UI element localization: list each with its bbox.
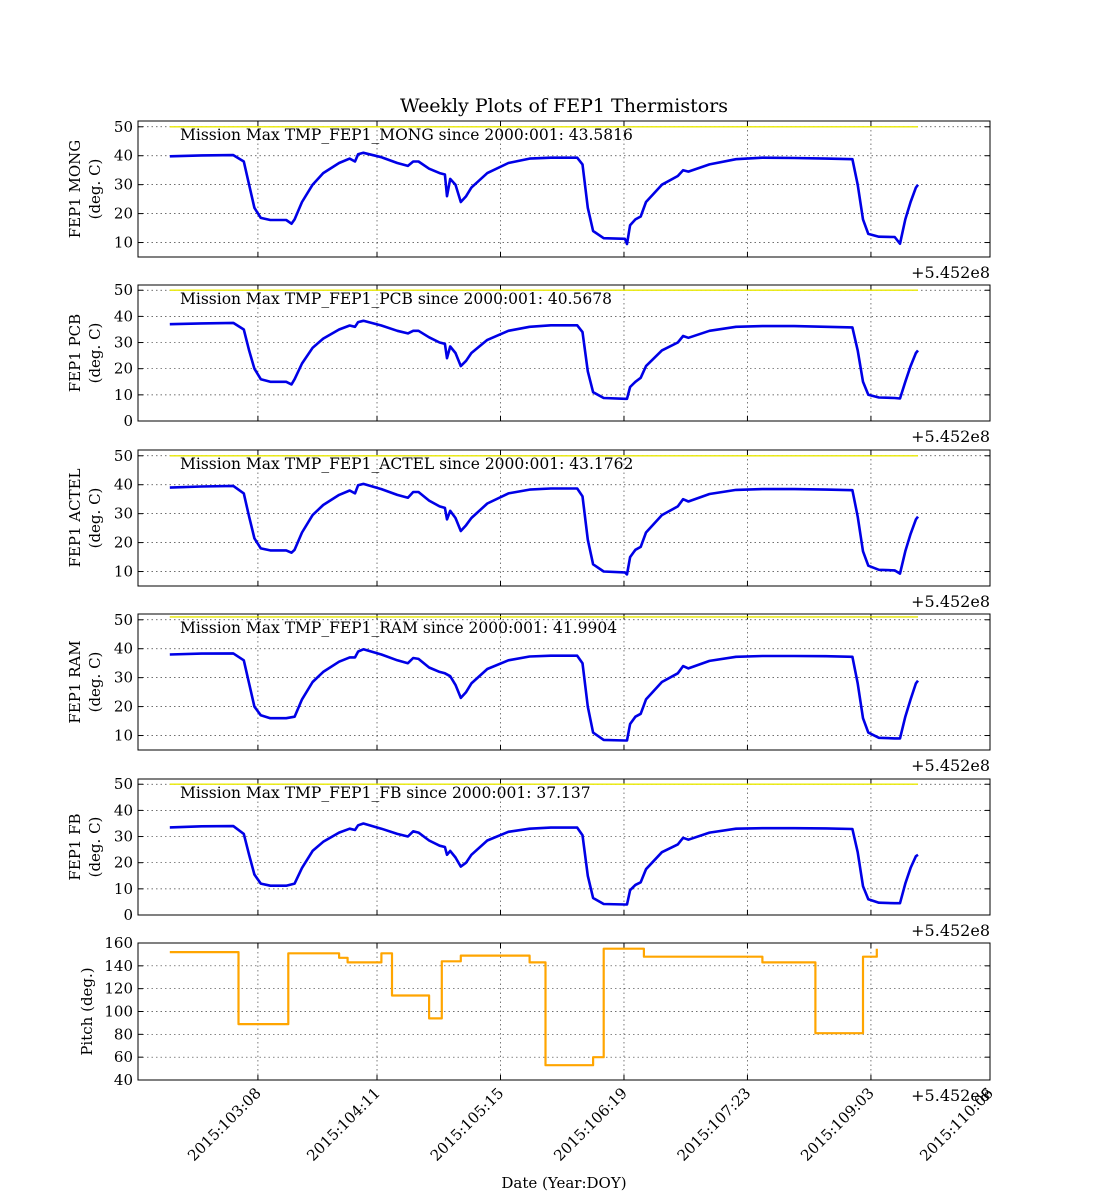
plot-frame (137, 942, 991, 1081)
y-tick-label: 10 (114, 386, 133, 404)
mission-max-annotation: Mission Max TMP_FEP1_PCB since 2000:001:… (180, 290, 612, 308)
series-line (169, 947, 878, 1067)
y-tick-label: 80 (114, 1025, 133, 1043)
series-line (169, 151, 920, 246)
y-tick-label: 20 (114, 205, 133, 223)
y-tick-label: 10 (114, 234, 133, 252)
y-axis-label: FEP1 PCB (66, 314, 84, 392)
y-tick-label: 10 (114, 727, 133, 745)
y-tick-label: 50 (114, 775, 133, 793)
y-tick-label: 60 (114, 1048, 133, 1066)
mission-max-annotation: Mission Max TMP_FEP1_RAM since 2000:001:… (180, 619, 617, 637)
y-axis-label: FEP1 FB (66, 813, 84, 880)
chart-title: Weekly Plots of FEP1 Thermistors (400, 95, 728, 117)
y-tick-label: 100 (104, 1003, 133, 1021)
y-axis-label: (deg. C) (86, 652, 104, 713)
y-tick-label: 50 (114, 281, 133, 299)
x-axis-label: Date (Year:DOY) (501, 1174, 626, 1192)
y-tick-label: 160 (104, 934, 133, 952)
y-axis-label: (deg. C) (86, 159, 104, 220)
y-tick-label: 30 (114, 828, 133, 846)
x-offset-label: +5.452e8 (911, 921, 990, 940)
panel-4: 10 20 30 40 50 Mission Max TMP_FEP1_RAM since… (66, 611, 991, 775)
plot-frame (137, 613, 991, 751)
y-tick-label: 20 (114, 534, 133, 552)
y-axis-label: FEP1 MONG (66, 140, 84, 239)
panel-1: 10 20 30 40 50 Mission Max TMP_FEP1_MONG sinc… (66, 118, 991, 282)
mission-max-annotation: Mission Max TMP_FEP1_MONG since 2000:001… (180, 126, 633, 144)
mission-max-annotation: Mission Max TMP_FEP1_FB since 2000:001: … (180, 784, 591, 802)
plot-frame (137, 449, 991, 587)
y-axis-label: (deg. C) (86, 323, 104, 384)
panel-5: 0 10 20 30 40 50 Mission Max TMP_FEP1_FB since… (66, 775, 991, 940)
y-axis-label: Pitch (deg.) (78, 967, 96, 1055)
plot-frame (137, 778, 991, 916)
x-offset-label: +5.452e8 (911, 427, 990, 446)
x-offset-label: +5.452e8 (911, 263, 990, 282)
y-tick-label: 10 (114, 880, 133, 898)
y-tick-label: 0 (123, 412, 133, 430)
y-axis-label: FEP1 ACTEL (66, 468, 84, 567)
y-tick-label: 50 (114, 118, 133, 136)
panel-2: 0 10 20 30 40 50 Mission Max TMP_FEP1_PCB sinc… (66, 281, 991, 446)
y-tick-label: 40 (114, 640, 133, 658)
y-axis-label: (deg. C) (86, 488, 104, 549)
series-line (169, 647, 920, 742)
y-axis-label: FEP1 RAM (66, 640, 84, 723)
y-tick-label: 30 (114, 176, 133, 194)
x-offset-label: +5.452e8 (911, 592, 990, 611)
y-tick-label: 0 (123, 906, 133, 924)
y-tick-label: 120 (104, 980, 133, 998)
mission-max-annotation: Mission Max TMP_FEP1_ACTEL since 2000:00… (180, 455, 633, 473)
y-tick-label: 10 (114, 563, 133, 581)
y-tick-label: 50 (114, 447, 133, 465)
panel-6: 40 60 80 100 120 140 160 Pitch (deg.) +5.452e8 (78, 934, 991, 1105)
plot-frame (137, 284, 991, 422)
y-tick-label: 30 (114, 505, 133, 523)
y-tick-label: 20 (114, 360, 133, 378)
series-line (169, 319, 920, 401)
y-tick-label: 30 (114, 669, 133, 687)
panels: 10 20 30 40 50 Mission Max TMP_FEP1_MONG sinc… (66, 118, 991, 1105)
y-tick-label: 40 (114, 801, 133, 819)
plot-frame (137, 120, 991, 258)
y-tick-label: 50 (114, 611, 133, 629)
y-tick-label: 140 (104, 957, 133, 975)
x-offset-label: +5.452e8 (911, 756, 990, 775)
x-offset-label: +5.452e8 (911, 1086, 990, 1105)
y-tick-label: 20 (114, 854, 133, 872)
y-axis-label: (deg. C) (86, 817, 104, 878)
series-line (169, 482, 920, 576)
y-tick-label: 20 (114, 698, 133, 716)
y-tick-label: 40 (114, 307, 133, 325)
panel-3: 10 20 30 40 50 Mission Max TMP_FEP1_ACTEL sin… (66, 447, 991, 611)
series-line (169, 822, 919, 906)
y-tick-label: 40 (114, 1071, 133, 1089)
y-tick-label: 40 (114, 476, 133, 494)
y-tick-label: 40 (114, 147, 133, 165)
y-tick-label: 30 (114, 334, 133, 352)
